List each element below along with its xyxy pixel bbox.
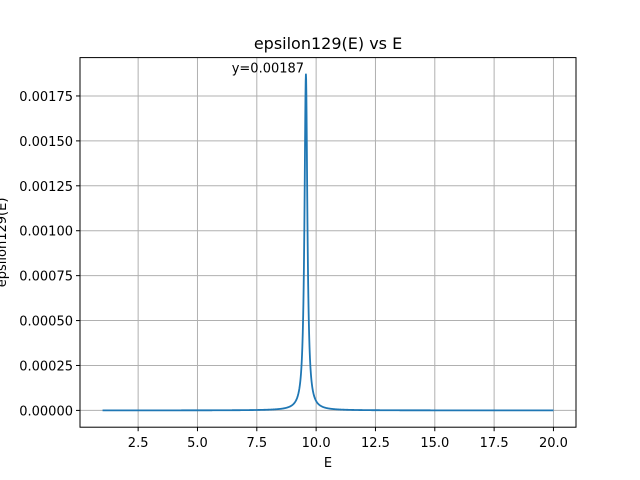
x-tick-label: 10.0 [302,436,331,451]
x-tick-label: 5.0 [187,436,208,451]
y-tick-label: 0.00050 [19,315,73,330]
grid [80,57,576,428]
x-tick-label: 15.0 [420,436,449,451]
y-tick-label: 0.00175 [19,90,73,105]
x-tick-label: 17.5 [480,436,509,451]
peak-annotation: y=0.00187 [232,61,304,76]
y-tick-label: 0.00000 [19,404,73,419]
axes-frame [79,57,577,428]
x-axis: 2.5 5.0 7.5 10.0 12.5 15.0 17.5 20.0 [128,427,568,451]
series-line [101,73,555,412]
y-tick-label: 0.00025 [19,359,73,374]
y-axis-label: epsilon129(E) [0,198,10,288]
y-tick-label: 0.00100 [19,225,73,240]
y-tick-label: 0.00125 [19,180,73,195]
x-axis-label: E [324,456,332,471]
x-tick-label: 2.5 [128,436,149,451]
x-tick-label: 12.5 [361,436,390,451]
y-tick-label: 0.00075 [19,270,73,285]
plot-area [101,73,555,412]
y-axis: 0.00000 0.00025 0.00050 0.00075 0.00100 0.001… [19,90,80,419]
y-tick-label: 0.00150 [19,135,73,150]
x-tick-label: 20.0 [539,436,568,451]
chart-title: epsilon129(E) vs E [254,34,402,53]
x-tick-label: 7.5 [246,436,267,451]
